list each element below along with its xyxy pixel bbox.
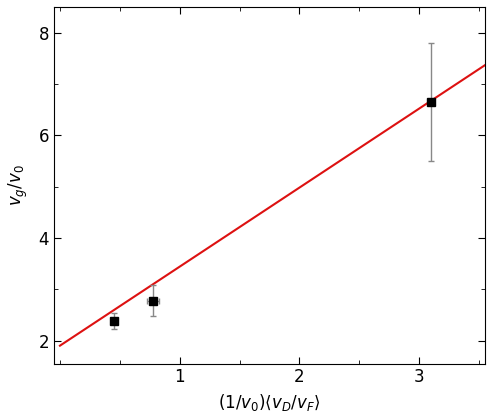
Y-axis label: $v_g/v_0$: $v_g/v_0$	[7, 164, 30, 206]
X-axis label: $(1/v_0)\langle v_D/v_F\rangle$: $(1/v_0)\langle v_D/v_F\rangle$	[218, 392, 321, 413]
